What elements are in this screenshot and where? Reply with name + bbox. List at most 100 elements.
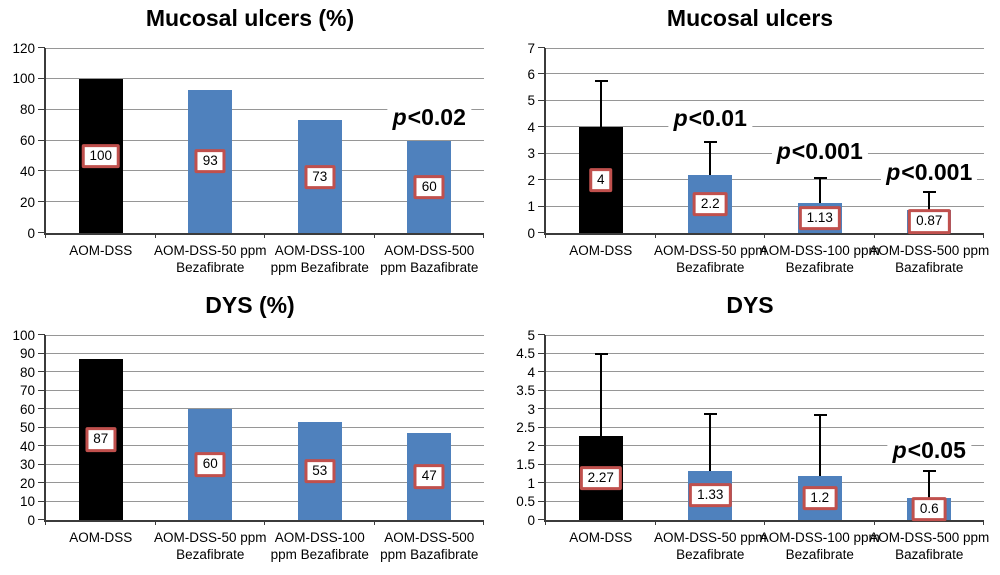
- p-value-text: <0.001: [901, 159, 973, 186]
- p-italic: p: [892, 436, 907, 463]
- gridline: [46, 371, 484, 372]
- category-label-line: AOM-DSS-500: [384, 530, 475, 545]
- y-axis-tick-label: 0: [527, 512, 535, 528]
- gridline: [46, 170, 484, 172]
- gridline: [546, 205, 984, 207]
- gridline: [546, 389, 984, 391]
- y-axis-tick-label: 60: [19, 132, 35, 148]
- gridline: [46, 500, 484, 502]
- y-axis-tick: [538, 389, 545, 391]
- p-italic: p: [776, 138, 791, 165]
- category-label-line: AOM-DSS: [69, 530, 133, 545]
- error-bar: [818, 416, 821, 476]
- plot-area: 0 1 2 3 4 5 6 7 4 AOM-DSS 2.2 AOM-DSS-50 ppm Bezafib…: [527, 41, 989, 275]
- error-bar: [599, 82, 602, 128]
- category-label-line: ppm Bazafibrate: [380, 547, 479, 563]
- p-italic: p: [673, 104, 688, 131]
- y-axis-tick-label: 2: [527, 438, 535, 454]
- category-label-line: ppm Bezafibrate: [270, 547, 369, 563]
- gridline: [546, 482, 984, 483]
- y-axis-tick-label: 4: [527, 119, 535, 135]
- p-italic: p: [886, 159, 901, 186]
- y-axis-tick: [538, 463, 545, 465]
- category-label: AOM-DSS-500 ppm Bazafibrate: [380, 242, 478, 277]
- y-axis-tick-label: 20: [19, 194, 35, 210]
- p-value-text: <0.001: [791, 138, 863, 165]
- y-axis-tick-label: 5: [527, 93, 535, 109]
- plot-area: 0 20 40 60 80 100 120 100 AOM-DSS 93 AOM-DSS-50 pp…: [12, 41, 484, 275]
- category-label: AOM-DSS-100 ppm Bezafibrate: [271, 242, 369, 277]
- y-axis-tick-label: 5: [527, 327, 535, 343]
- y-axis-tick-label: 50: [19, 419, 35, 435]
- category-label-line: ppm Bezafibrate: [270, 260, 369, 276]
- category-label: AOM-DSS: [69, 529, 132, 546]
- y-axis-tick-label: 40: [19, 163, 35, 179]
- category-label: AOM-DSS: [569, 529, 632, 546]
- category-label: AOM-DSS-50 ppm Bezafibrate: [654, 529, 767, 564]
- y-axis-tick-label: 60: [19, 401, 35, 417]
- x-axis-tick: [654, 233, 656, 238]
- bar-value-label: 73: [304, 164, 336, 189]
- gridline: [546, 371, 984, 372]
- y-axis-tick-label: 10: [19, 493, 35, 509]
- category-label: AOM-DSS-50 ppm Bezafibrate: [154, 242, 267, 277]
- y-axis-tick: [538, 334, 545, 335]
- x-axis-tick: [154, 520, 156, 525]
- y-axis-tick: [38, 201, 45, 203]
- category-label: AOM-DSS-100 ppm Bezafibrate: [760, 529, 880, 564]
- y-axis-tick-label: 3: [527, 401, 535, 417]
- bar-value-label: 2.27: [579, 465, 622, 491]
- category-label-line: Bezafibrate: [176, 260, 245, 276]
- y-axis-tick-label: 3.5: [516, 382, 535, 398]
- y-axis-tick: [538, 519, 545, 520]
- y-axis-tick-label: 0: [27, 512, 35, 528]
- gridline: [546, 152, 984, 154]
- p-italic: p: [392, 104, 407, 131]
- chart-dys-score: DYS 0 0.5 1 1.5 2 2.5 3 3.5 4 4.5 5 2.27 AOM-DSS 1.33 A…: [500, 287, 1000, 575]
- gridline: [46, 108, 484, 110]
- category-label-line: AOM-DSS-100: [274, 243, 365, 258]
- y-axis-tick: [38, 445, 45, 446]
- gridline: [46, 463, 484, 465]
- y-axis-tick-label: 40: [19, 438, 35, 454]
- y-axis-tick-label: 100: [12, 71, 35, 87]
- x-axis-tick: [873, 233, 875, 238]
- chart-title: Mucosal ulcers (%): [145, 5, 355, 31]
- category-label-line: Bezafibrate: [785, 547, 854, 563]
- error-bar-cap: [594, 353, 608, 356]
- y-axis-tick-label: 30: [19, 456, 35, 472]
- gridline: [546, 426, 984, 428]
- y-axis-tick-label: 4: [527, 364, 535, 380]
- category-label-line: AOM-DSS: [569, 243, 633, 258]
- category-label-line: Bezafibrate: [785, 260, 854, 276]
- gridline: [546, 48, 984, 49]
- y-axis-tick: [38, 371, 45, 372]
- category-label-line: AOM-DSS-50 ppm: [653, 530, 767, 545]
- bar-value-label: 1.33: [689, 483, 732, 508]
- y-axis-tick: [38, 482, 45, 483]
- p-value-text: <0.02: [407, 104, 466, 131]
- category-label-line: Bezafibrate: [676, 260, 745, 276]
- gridline: [546, 500, 984, 502]
- category-label: AOM-DSS: [569, 242, 632, 259]
- p-value-annotation: p<0.01: [668, 104, 752, 131]
- y-axis-tick-label: 20: [19, 475, 35, 491]
- y-axis-tick-label: 0.5: [516, 493, 535, 509]
- gridline: [546, 445, 984, 446]
- y-axis-tick: [38, 352, 45, 354]
- y-axis-tick-label: 0: [527, 225, 535, 241]
- y-axis-tick: [38, 389, 45, 391]
- gridline: [46, 139, 484, 141]
- gridline: [546, 352, 984, 354]
- gridline: [546, 179, 984, 181]
- y-axis-tick-label: 1: [527, 198, 535, 214]
- y-axis-tick: [538, 408, 545, 409]
- y-axis-tick: [38, 500, 45, 502]
- category-label-line: Bazafibrate: [895, 547, 964, 563]
- y-axis-tick: [538, 482, 545, 483]
- x-axis-tick: [873, 520, 875, 525]
- y-axis-tick: [38, 334, 45, 335]
- y-axis-tick: [538, 47, 545, 48]
- category-label-line: Bezafibrate: [176, 547, 245, 563]
- y-axis-tick: [538, 232, 545, 233]
